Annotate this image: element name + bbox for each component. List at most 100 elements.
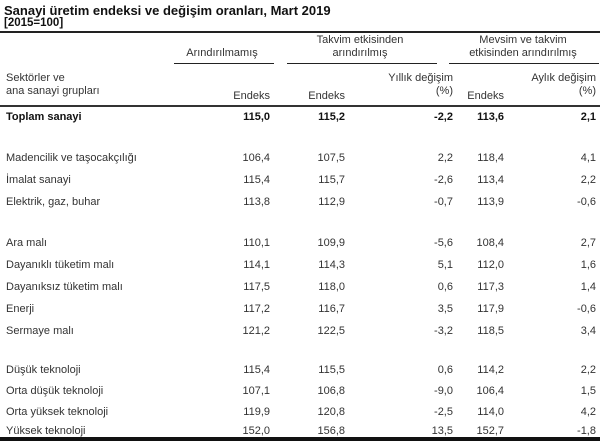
cell-monthly-change: 2,2 (580, 364, 596, 376)
row-label: Orta yüksek teknoloji (6, 406, 109, 418)
header-rule (0, 105, 600, 107)
column-header-sectors-line2: ana sanayi grupları (6, 85, 100, 97)
cell-monthly-change: 1,6 (580, 259, 596, 271)
cell-annual-change: 3,5 (437, 303, 453, 315)
cell-annual-change: -9,0 (434, 385, 453, 397)
table-row: Dayanıksız tüketim malı 117,5 118,0 0,6 … (0, 281, 600, 299)
column-header-annual-change-line1: Yıllık değişim (388, 72, 453, 84)
cell-index-calendar: 120,8 (317, 406, 345, 418)
cell-annual-change: 0,6 (437, 364, 453, 376)
cell-index-unadjusted: 121,2 (242, 325, 270, 337)
cell-index-calendar: 115,5 (318, 364, 345, 376)
cell-monthly-change: 2,7 (580, 237, 596, 249)
column-header-monthly-change-line1: Aylık değişim (531, 72, 596, 84)
column-header-monthly-change-line2: (%) (578, 85, 596, 97)
cell-index-unadjusted: 113,8 (243, 196, 270, 208)
cell-index-calendar: 122,5 (317, 325, 345, 337)
cell-monthly-change: 4,2 (580, 406, 596, 418)
row-label: Orta düşük teknoloji (6, 385, 104, 397)
table-base-note: [2015=100] (4, 17, 64, 29)
row-label: Sermaye malı (6, 325, 74, 337)
cell-index-seasonal: 108,4 (476, 237, 504, 249)
cell-index-seasonal: 118,4 (477, 152, 504, 164)
table-row: Yüksek teknoloji 152,0 156,8 13,5 152,7 … (0, 425, 600, 443)
cell-monthly-change: 1,4 (580, 281, 596, 293)
cell-index-unadjusted: 110,1 (243, 237, 270, 249)
cell-index-seasonal: 114,2 (477, 364, 504, 376)
column-header-annual-change-line2: (%) (435, 85, 453, 97)
cell-index-seasonal: 113,6 (477, 111, 504, 123)
cell-index-calendar: 116,7 (318, 303, 345, 315)
group-underline-calendar-adjusted (287, 63, 437, 64)
cell-index-unadjusted: 117,2 (243, 303, 270, 315)
cell-index-seasonal: 114,0 (477, 406, 504, 418)
group-header-calendar-line2: arındırılmış (332, 47, 388, 59)
cell-annual-change: -2,6 (434, 174, 453, 186)
row-label: Madencilik ve taşocakçılığı (6, 152, 137, 164)
cell-index-unadjusted: 106,4 (242, 152, 270, 164)
cell-index-calendar: 115,2 (318, 111, 345, 123)
table-row: Ara malı 110,1 109,9 -5,6 108,4 2,7 (0, 237, 600, 255)
cell-index-unadjusted: 119,9 (243, 406, 270, 418)
table-row: Orta yüksek teknoloji 119,9 120,8 -2,5 1… (0, 406, 600, 424)
cell-annual-change: -5,6 (434, 237, 453, 249)
cell-annual-change: -3,2 (434, 325, 453, 337)
column-header-sectors-line1: Sektörler ve (6, 72, 65, 84)
group-header-seasonal-line1: Mevsim ve takvim (479, 34, 567, 46)
table-row: Madencilik ve taşocakçılığı 106,4 107,5 … (0, 152, 600, 170)
cell-index-seasonal: 152,7 (476, 425, 504, 437)
cell-monthly-change: -0,6 (577, 303, 596, 315)
group-header-unadjusted: Arındırılmamış (172, 47, 272, 60)
row-label: Yüksek teknoloji (6, 425, 86, 437)
table-row: Sermaye malı 121,2 122,5 -3,2 118,5 3,4 (0, 325, 600, 343)
cell-index-unadjusted: 115,4 (243, 364, 270, 376)
group-header-seasonal-line2: etkisinden arındırılmış (469, 47, 577, 59)
cell-index-unadjusted: 107,1 (242, 385, 270, 397)
cell-index-calendar: 109,9 (317, 237, 345, 249)
row-label: Düşük teknoloji (6, 364, 81, 376)
cell-index-seasonal: 113,4 (477, 174, 504, 186)
cell-index-calendar: 114,3 (318, 259, 345, 271)
cell-monthly-change: 3,4 (580, 325, 596, 337)
column-header-annual-change: Yıllık değişim (%) (350, 72, 453, 98)
group-underline-unadjusted (174, 63, 274, 64)
table-row: İmalat sanayi 115,4 115,7 -2,6 113,4 2,2 (0, 174, 600, 192)
cell-index-calendar: 106,8 (317, 385, 345, 397)
cell-index-unadjusted: 152,0 (242, 425, 270, 437)
cell-index-unadjusted: 117,5 (243, 281, 270, 293)
table-row: Orta düşük teknoloji 107,1 106,8 -9,0 10… (0, 385, 600, 403)
cell-index-unadjusted: 115,0 (243, 111, 270, 123)
table-row: Enerji 117,2 116,7 3,5 117,9 -0,6 (0, 303, 600, 321)
row-label: Ara malı (6, 237, 47, 249)
cell-monthly-change: 2,1 (580, 111, 596, 123)
top-rule (0, 31, 600, 33)
cell-index-calendar: 115,7 (318, 174, 345, 186)
bottom-rule (0, 437, 600, 441)
group-header-calendar-adjusted: Takvim etkisinden arındırılmış (285, 34, 435, 60)
cell-index-calendar: 118,0 (318, 281, 345, 293)
cell-annual-change: 0,6 (437, 281, 453, 293)
group-header-unadjusted-text: Arındırılmamış (186, 47, 258, 59)
cell-index-unadjusted: 115,4 (243, 174, 270, 186)
row-label: Dayanıklı tüketim malı (6, 259, 115, 271)
column-header-monthly-change: Aylık değişim (%) (500, 72, 596, 98)
cell-index-unadjusted: 114,1 (243, 259, 270, 271)
row-label: İmalat sanayi (6, 174, 71, 186)
row-label: Toplam sanayi (6, 111, 82, 123)
cell-monthly-change: 4,1 (580, 152, 596, 164)
group-underline-seasonal-adjusted (449, 63, 599, 64)
cell-annual-change: -2,2 (434, 111, 453, 123)
cell-annual-change: 2,2 (437, 152, 453, 164)
row-label: Elektrik, gaz, buhar (6, 196, 101, 208)
table-title: Sanayi üretim endeksi ve değişim oranlar… (4, 3, 331, 18)
row-label: Enerji (6, 303, 35, 315)
column-header-index-calendar: Endeks (308, 90, 345, 102)
cell-annual-change: 5,1 (437, 259, 453, 271)
cell-annual-change: 13,5 (431, 425, 453, 437)
cell-monthly-change: 2,2 (580, 174, 596, 186)
cell-monthly-change: -0,6 (577, 196, 596, 208)
table-row: Düşük teknoloji 115,4 115,5 0,6 114,2 2,… (0, 364, 600, 382)
column-header-index-unadjusted: Endeks (233, 90, 270, 102)
table-row: Elektrik, gaz, buhar 113,8 112,9 -0,7 11… (0, 196, 600, 214)
row-label: Dayanıksız tüketim malı (6, 281, 123, 293)
